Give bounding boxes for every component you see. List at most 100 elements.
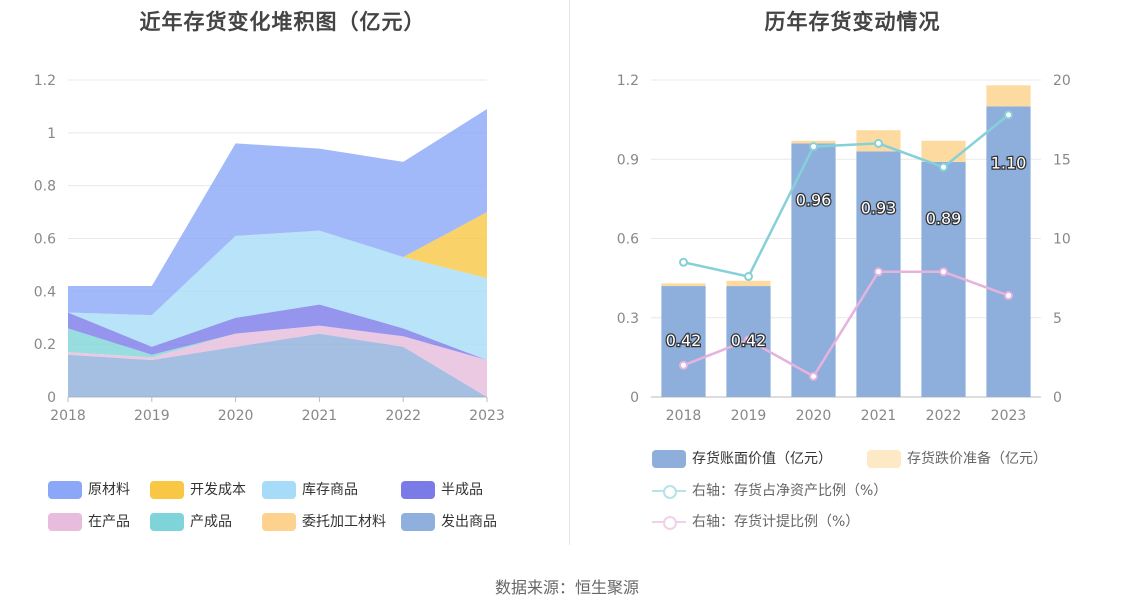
data-source-note: 数据来源：恒生聚源	[494, 578, 639, 597]
legend-label: 存货账面价值（亿元）	[692, 451, 832, 467]
legend-swatch	[262, 513, 296, 531]
legend-item[interactable]: 右轴：存货计提比例（%）	[652, 512, 859, 532]
bar-impairment	[986, 85, 1031, 107]
y-tick-label: 0.3	[617, 311, 639, 327]
legend-item[interactable]: 库存商品	[262, 480, 358, 500]
stacked-area-chart: 0 0.2 0.4 0.6 0.8 1 1.2 2018 2019 2020 2021 2022 202…	[34, 73, 505, 424]
area-series	[68, 109, 487, 316]
legend-item[interactable]: 在产品	[48, 512, 130, 532]
line-point	[939, 267, 948, 277]
bar-data-label: 0.42	[666, 331, 702, 350]
bar-book-value	[791, 143, 836, 397]
y-tick-label: 0.6	[34, 232, 56, 248]
bar-data-label: 0.89	[926, 209, 962, 228]
line-point	[939, 162, 948, 172]
line-point	[874, 267, 883, 277]
legend-swatch	[150, 513, 184, 531]
area-series	[68, 304, 487, 361]
line-point	[744, 272, 753, 282]
legend-item[interactable]: 右轴：存货占净资产比例（%）	[652, 481, 887, 501]
area-series	[68, 325, 487, 361]
legend-label: 委托加工材料	[302, 514, 386, 530]
x-tick-label: 2019	[134, 408, 170, 424]
bar-line-chart: 0 0.3 0.6 0.9 1.2 0 5 10 15 20 2018 2019 2020 2021 202…	[617, 73, 1071, 424]
area-series	[68, 325, 487, 397]
legend-swatch	[652, 513, 686, 531]
line-point	[1004, 110, 1013, 120]
legend-swatch	[652, 450, 686, 468]
legend-swatch	[150, 481, 184, 499]
legend-item[interactable]: 存货跌价准备（亿元）	[867, 449, 1047, 469]
y-tick-label: 0.9	[617, 152, 639, 168]
right-chart-title: 历年存货变动情况	[764, 10, 941, 34]
y-tick-label: 1	[47, 126, 56, 142]
legend-label: 半成品	[441, 482, 483, 498]
line-series	[683, 270, 1009, 379]
legend-swatch	[867, 450, 901, 468]
y2-tick-label: 5	[1053, 311, 1062, 327]
legend-label: 存货跌价准备（亿元）	[907, 451, 1047, 467]
line-series	[683, 113, 1010, 278]
legend-item[interactable]: 原材料	[48, 480, 130, 500]
y-tick-label: 0	[630, 390, 639, 406]
y-tick-label: 0.4	[34, 284, 56, 300]
legend-label: 原材料	[88, 482, 130, 498]
x-tick-label: 2023	[469, 408, 505, 424]
x-tick-label: 2023	[991, 408, 1027, 424]
y2-tick-label: 10	[1053, 232, 1071, 248]
legend-item[interactable]: 委托加工材料	[262, 512, 386, 532]
bar-data-label: 0.42	[731, 331, 767, 350]
y-tick-label: 1.2	[34, 73, 56, 89]
left-chart-title: 近年存货变化堆积图（亿元）	[139, 10, 426, 34]
legend-item[interactable]: 存货账面价值（亿元）	[652, 449, 832, 469]
bar-book-value	[986, 106, 1031, 398]
x-tick-label: 2022	[926, 408, 962, 424]
area-series	[68, 333, 487, 397]
legend-label: 开发成本	[190, 482, 246, 498]
line-point	[744, 335, 753, 345]
legend-label: 产成品	[190, 514, 232, 530]
legend-label: 发出商品	[441, 514, 497, 530]
line-point	[809, 142, 818, 152]
legend-label: 右轴：存货计提比例（%）	[692, 514, 860, 530]
legend-item[interactable]: 产成品	[150, 512, 232, 532]
legend-swatch	[48, 513, 82, 531]
x-tick-label: 2018	[50, 408, 86, 424]
line-point	[1004, 291, 1013, 301]
legend-item[interactable]: 发出商品	[401, 512, 497, 532]
y-tick-label: 0.6	[617, 232, 639, 248]
legend-item[interactable]: 半成品	[401, 480, 483, 500]
bar-line-panel: 历年存货变动情况 0 0.3 0.6 0.9 1.2 0 5 10 15 20 2018 2019 20…	[571, 0, 1134, 545]
panel-divider	[569, 0, 570, 545]
legend-swatch	[48, 481, 82, 499]
legend-item[interactable]: 开发成本	[150, 480, 246, 500]
line-point	[809, 371, 818, 381]
x-tick-label: 2021	[861, 408, 897, 424]
x-tick-label: 2022	[385, 408, 421, 424]
y-tick-label: 0	[47, 390, 56, 406]
stacked-area-panel: 近年存货变化堆积图（亿元） 0 0.2 0.4 0.6 0.8 1 1.2 2018 2019 2…	[0, 0, 565, 545]
bar-impairment	[726, 280, 771, 287]
legend-label: 右轴：存货占净资产比例（%）	[692, 483, 888, 499]
line-point	[874, 138, 883, 148]
bar-impairment	[661, 283, 706, 287]
bar-book-value	[921, 161, 966, 397]
legend-swatch	[401, 513, 435, 531]
area-series	[68, 230, 487, 361]
bar-data-label: 0.96	[796, 190, 832, 209]
legend-label: 库存商品	[302, 482, 358, 498]
x-tick-label: 2020	[218, 408, 254, 424]
bar-data-label: 0.93	[861, 198, 897, 217]
x-tick-label: 2019	[731, 408, 767, 424]
y-tick-label: 0.2	[34, 337, 56, 353]
x-tick-label: 2020	[796, 408, 832, 424]
y2-tick-label: 15	[1053, 152, 1071, 168]
y2-tick-label: 0	[1053, 390, 1062, 406]
bar-impairment	[921, 140, 966, 162]
legend-swatch	[652, 482, 686, 500]
y-tick-label: 0.8	[34, 179, 56, 195]
legend-label: 在产品	[88, 514, 130, 530]
bar-book-value	[661, 286, 706, 397]
y-tick-label: 1.2	[617, 73, 639, 89]
legend-swatch	[262, 481, 296, 499]
